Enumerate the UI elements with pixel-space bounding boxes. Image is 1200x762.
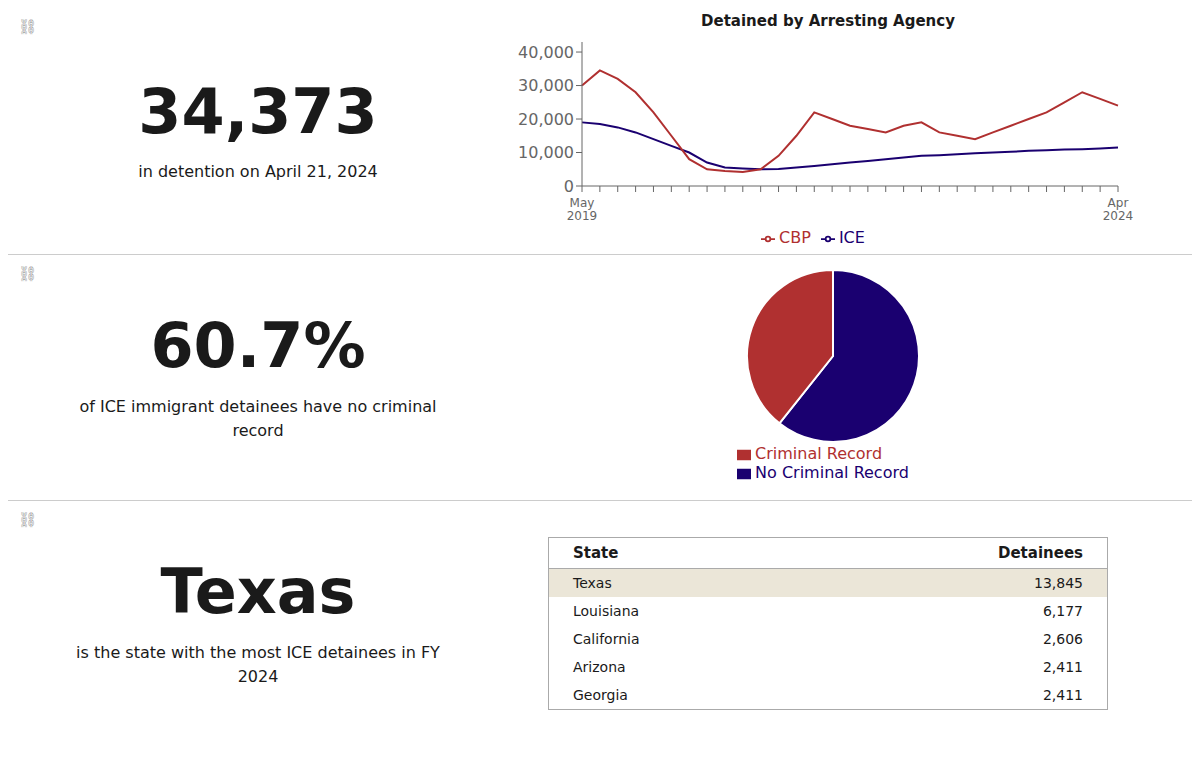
svg-text:20,000: 20,000: [518, 110, 574, 129]
svg-text:Apr2024: Apr2024: [1103, 196, 1134, 224]
svg-text:30,000: 30,000: [518, 76, 574, 95]
html-text:Texas: Texas: [573, 575, 612, 591]
html-text:6,177: 6,177: [1042, 603, 1083, 619]
svg-text:40,000: 40,000: [518, 43, 574, 62]
html-text:Detained by Arresting Agency: Detained by Arresting Agency: [701, 12, 955, 30]
html-text:2,606: 2,606: [1042, 631, 1083, 647]
html-text:Criminal Record: Criminal Record: [755, 444, 883, 463]
html-text:California: California: [573, 631, 640, 647]
html-text:13,845: 13,845: [1034, 575, 1083, 591]
html-text:State: State: [573, 544, 619, 562]
html-text:CBP: CBP: [779, 228, 811, 247]
svg-text:0: 0: [564, 177, 574, 196]
svg-text:May2019: May2019: [567, 196, 598, 224]
html-text:ICE: ICE: [838, 228, 865, 247]
html-text:No Criminal Record: No Criminal Record: [755, 463, 909, 482]
html-text:Georgia: Georgia: [573, 687, 628, 703]
html-text:Arizona: Arizona: [573, 659, 626, 675]
html-text:60.7%: 60.7%: [150, 309, 366, 383]
html-text:2,411: 2,411: [1042, 659, 1083, 675]
html-text:34,373: 34,373: [138, 74, 378, 148]
html-text:of ICE immigrant detainees hav: of ICE immigrant detainees have no crimi…: [79, 396, 437, 416]
html-text:2024: 2024: [237, 666, 279, 686]
svg-text:10,000: 10,000: [518, 143, 574, 162]
html-text:record: record: [232, 420, 284, 440]
html-text:in detention on April 21, 2024: in detention on April 21, 2024: [138, 162, 378, 182]
html-text:is the state with the most ICE: is the state with the most ICE detainees…: [76, 642, 440, 662]
html-text:Texas: Texas: [160, 555, 356, 629]
html-text:2,411: 2,411: [1042, 687, 1083, 703]
html-text:Louisiana: Louisiana: [573, 603, 640, 619]
html-text:Detainees: Detainees: [998, 544, 1083, 562]
